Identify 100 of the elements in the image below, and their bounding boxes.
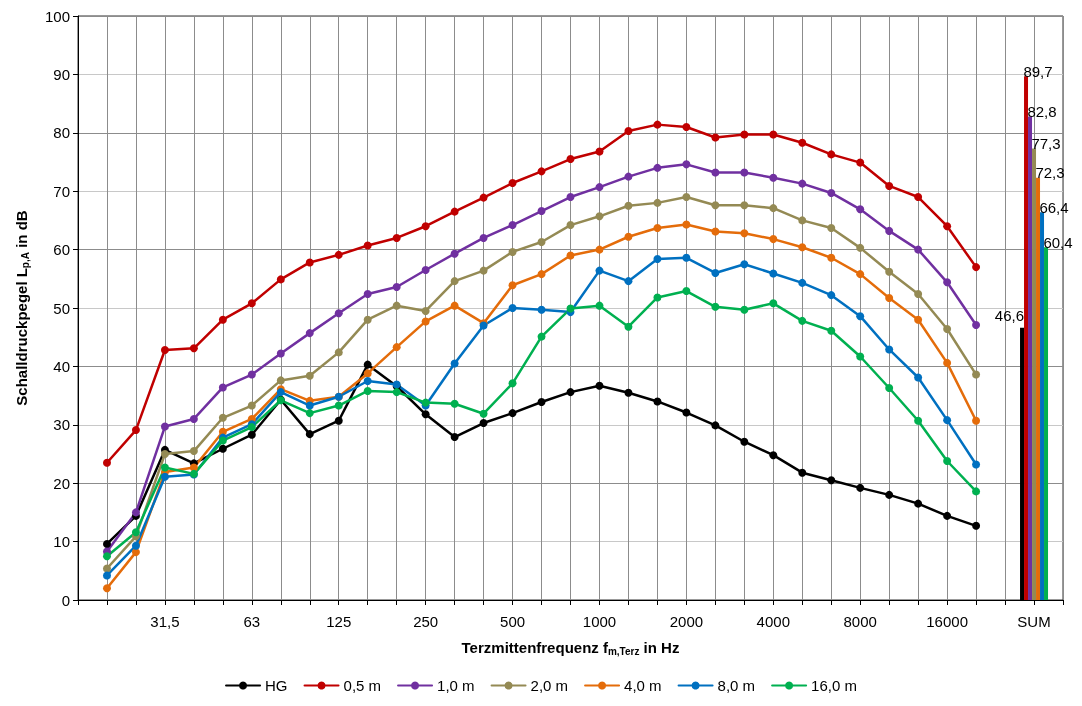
point — [972, 460, 981, 469]
point — [798, 316, 807, 325]
point — [131, 426, 140, 435]
point — [566, 304, 575, 313]
point — [102, 571, 111, 580]
y-axis-title: Schalldruckpegel Lp,A in dB — [12, 210, 31, 406]
point — [334, 401, 343, 410]
data-label: 60,4 — [1043, 233, 1073, 251]
point — [537, 305, 546, 314]
point — [740, 437, 749, 446]
point — [798, 278, 807, 287]
point — [914, 193, 923, 202]
point — [305, 430, 314, 439]
point — [102, 584, 111, 593]
point — [363, 360, 372, 369]
y-tick-label: 80 — [53, 124, 70, 142]
point — [537, 270, 546, 279]
data-label: 82,8 — [1027, 102, 1057, 120]
point — [508, 379, 517, 388]
point — [305, 371, 314, 380]
point — [653, 198, 662, 207]
point — [711, 302, 720, 311]
point — [885, 267, 894, 276]
x-tick-label: 2000 — [669, 613, 704, 630]
data-label: 72,3 — [1035, 164, 1065, 182]
point — [943, 325, 952, 334]
point — [856, 483, 865, 492]
point — [856, 205, 865, 214]
point — [769, 204, 778, 213]
point — [102, 458, 111, 467]
point — [711, 227, 720, 236]
point — [247, 401, 256, 410]
y-tick-label: 30 — [53, 416, 70, 434]
point — [653, 293, 662, 302]
point — [885, 226, 894, 235]
point — [537, 207, 546, 216]
point — [798, 216, 807, 225]
point — [740, 229, 749, 238]
point — [537, 238, 546, 247]
legend-label: 16,0 m — [811, 677, 857, 694]
x-tick-label: 250 — [413, 613, 439, 630]
point — [508, 179, 517, 188]
point — [740, 130, 749, 139]
point — [363, 241, 372, 250]
point — [653, 223, 662, 232]
point — [769, 130, 778, 139]
point — [450, 277, 459, 286]
y-tick-label: 40 — [53, 357, 70, 375]
point — [827, 291, 836, 300]
point — [131, 528, 140, 537]
point — [711, 168, 720, 177]
point — [653, 397, 662, 406]
point — [885, 181, 894, 190]
point — [450, 301, 459, 310]
point — [334, 250, 343, 259]
point — [740, 201, 749, 210]
point — [914, 245, 923, 254]
point — [798, 243, 807, 252]
x-tick-label: 31,5 — [150, 613, 180, 630]
point — [363, 315, 372, 324]
y-tick-label: 100 — [44, 7, 70, 25]
x-tick-label: 1000 — [582, 613, 617, 630]
x-tick-label: 4000 — [756, 613, 790, 630]
point — [392, 388, 401, 397]
point — [769, 451, 778, 460]
point — [595, 301, 604, 310]
point — [827, 150, 836, 159]
point — [885, 345, 894, 354]
point — [624, 172, 633, 181]
point — [508, 247, 517, 256]
x-tick-label: 8000 — [843, 613, 877, 630]
point — [131, 541, 140, 550]
point — [566, 388, 575, 397]
point — [160, 450, 169, 458]
point — [421, 306, 430, 315]
point — [392, 282, 401, 291]
point — [972, 370, 981, 379]
point — [943, 278, 952, 287]
point — [827, 188, 836, 197]
data-label: 66,4 — [1039, 198, 1069, 216]
x-tick-label: 16000 — [926, 613, 968, 630]
point — [885, 294, 894, 303]
point — [943, 358, 952, 367]
point — [972, 416, 981, 425]
point — [537, 332, 546, 341]
point — [943, 222, 952, 231]
point — [711, 268, 720, 277]
point — [508, 221, 517, 230]
x-tick-label: 63 — [243, 613, 261, 630]
point — [479, 233, 488, 242]
point — [595, 147, 604, 156]
point — [421, 222, 430, 231]
point — [827, 326, 836, 335]
point — [450, 433, 459, 442]
point — [682, 160, 691, 169]
x-tick-label: 125 — [326, 613, 352, 630]
point — [305, 258, 314, 267]
point — [972, 521, 981, 530]
point — [856, 352, 865, 361]
point — [189, 414, 198, 423]
